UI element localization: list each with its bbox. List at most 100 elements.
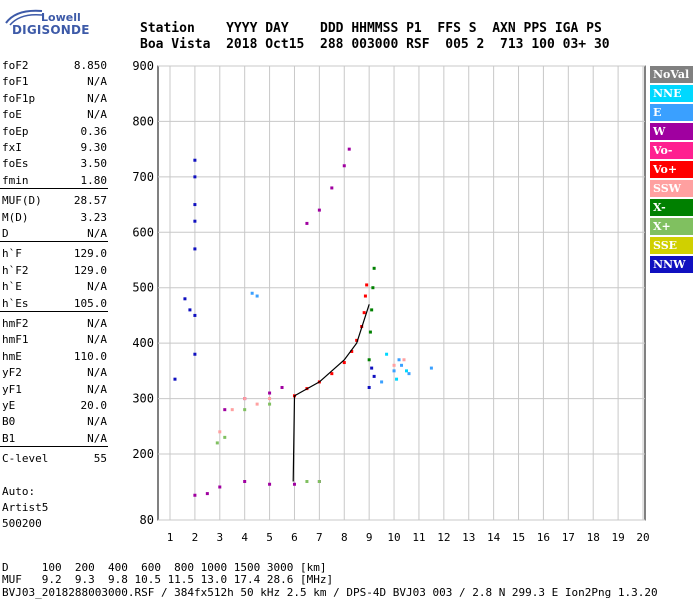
trace-line bbox=[292, 304, 370, 482]
param-d: D N/A bbox=[2, 227, 107, 241]
footer-file-info: BVJ03_2018288003000.RSF / 384fx512h 50 k… bbox=[2, 586, 658, 599]
data-point-vo bbox=[342, 361, 346, 365]
param-value: N/A bbox=[87, 366, 107, 380]
x-tick-label: 4 bbox=[241, 531, 248, 544]
param-name: foF2 bbox=[2, 59, 29, 72]
data-point-nnw bbox=[173, 377, 177, 381]
data-point-w bbox=[317, 208, 321, 212]
data-point-ssw bbox=[230, 408, 234, 412]
y-tick-label: 80 bbox=[140, 513, 154, 527]
param-value: 0.36 bbox=[80, 124, 108, 138]
data-point-nnw bbox=[193, 158, 197, 162]
footer-muf: MUF 9.2 9.3 9.8 10.5 11.5 13.0 17.4 28.6… bbox=[2, 573, 334, 586]
legend-item-sse: SSE bbox=[650, 237, 693, 254]
data-point-w bbox=[330, 186, 334, 190]
data-point-x bbox=[215, 441, 219, 445]
footer-distance: D 100 200 400 600 800 1000 1500 3000 [km… bbox=[2, 561, 327, 574]
param-foes: foEs 3.50 bbox=[2, 157, 107, 171]
param-hf2: h`F2 129.0 bbox=[2, 264, 107, 278]
data-point-w bbox=[347, 147, 351, 151]
data-point-e bbox=[255, 294, 259, 298]
param-name: fmin bbox=[2, 173, 29, 187]
data-point-ssw bbox=[402, 358, 406, 362]
param-md: M(D) 3.23 bbox=[2, 211, 107, 225]
legend-item-vo: Vo- bbox=[650, 142, 693, 159]
param-fxi: fxI 9.30 bbox=[2, 141, 107, 155]
y-tick-label: 200 bbox=[132, 447, 154, 461]
x-tick-label: 11 bbox=[412, 531, 425, 544]
param-value: 55 bbox=[93, 452, 107, 466]
data-point-w bbox=[280, 385, 284, 389]
param-value: 20.0 bbox=[80, 399, 108, 412]
data-point-nne bbox=[405, 369, 408, 373]
x-tick-label: 7 bbox=[316, 531, 323, 544]
x-tick-label: 20 bbox=[636, 531, 649, 544]
data-point-vo bbox=[350, 349, 354, 353]
param-mufd: MUF(D) 28.57 bbox=[2, 194, 107, 208]
param-he: h`E N/A bbox=[2, 280, 107, 294]
data-point-x bbox=[371, 286, 375, 290]
data-point-ssw bbox=[268, 397, 272, 401]
x-tick-label: 16 bbox=[537, 531, 550, 544]
data-point-x bbox=[268, 402, 272, 406]
y-tick-label: 500 bbox=[132, 281, 154, 295]
param-value: N/A bbox=[87, 382, 107, 396]
data-point-e bbox=[392, 369, 396, 373]
param-name: foEs bbox=[2, 157, 29, 171]
param-value: 105.0 bbox=[73, 296, 107, 310]
param-value: N/A bbox=[87, 317, 107, 330]
param-separator bbox=[0, 188, 108, 190]
param-foep: foEp 0.36 bbox=[2, 125, 107, 139]
legend-item-w: W bbox=[650, 123, 693, 140]
data-point-nnw bbox=[367, 385, 371, 389]
data-point-x bbox=[372, 266, 376, 270]
data-point-vo bbox=[363, 294, 367, 298]
param-separator bbox=[0, 446, 108, 448]
x-tick-label: 13 bbox=[462, 531, 475, 544]
param-value: 3.23 bbox=[80, 210, 108, 224]
param-hme: hmE 110.0 bbox=[2, 350, 107, 364]
param-value: N/A bbox=[87, 333, 107, 347]
header-line-2: Boa Vista 2018 Oct15 288 003000 RSF 005 … bbox=[140, 37, 610, 52]
data-point-nne bbox=[385, 352, 389, 356]
param-name: yE bbox=[2, 399, 16, 412]
param-value: 28.57 bbox=[73, 194, 107, 208]
auto-label: Auto: bbox=[2, 485, 36, 498]
param-name: yF2 bbox=[2, 366, 22, 380]
x-tick-label: 8 bbox=[341, 531, 348, 544]
x-tick-label: 6 bbox=[291, 531, 298, 544]
param-name: foF1p bbox=[2, 91, 36, 105]
data-point-vo bbox=[355, 338, 359, 342]
x-tick-label: 19 bbox=[611, 531, 624, 544]
param-separator bbox=[0, 241, 108, 243]
param-value: 129.0 bbox=[73, 263, 107, 277]
param-name: h`F bbox=[2, 247, 22, 261]
x-tick-label: 14 bbox=[487, 531, 501, 544]
data-point-ssw bbox=[392, 363, 396, 367]
data-point-w bbox=[342, 164, 346, 168]
data-point-w bbox=[223, 408, 227, 412]
param-fof1p: foF1p N/A bbox=[2, 92, 107, 106]
plot-frame bbox=[157, 65, 646, 521]
param-hmf2: hmF2 N/A bbox=[2, 317, 107, 331]
param-value: 1.80 bbox=[80, 173, 108, 187]
param-name: h`F2 bbox=[2, 263, 29, 277]
data-point-nnw bbox=[193, 175, 197, 179]
y-tick-label: 300 bbox=[132, 392, 154, 406]
param-name: B0 bbox=[2, 415, 16, 429]
data-point-w bbox=[218, 485, 222, 489]
data-point-ssw bbox=[255, 402, 259, 406]
data-point-ssw bbox=[218, 430, 222, 434]
data-point-nnw bbox=[193, 313, 197, 317]
param-b1: B1 N/A bbox=[2, 432, 107, 446]
x-tick-label: 17 bbox=[562, 531, 575, 544]
ionogram-plot: 1 2 3 4 5 6 7 8 9 10 11 12 13 14 15 16 17 18 19 20802003004… bbox=[132, 59, 649, 544]
logo-lowell: Lowell bbox=[41, 11, 81, 24]
param-value: 129.0 bbox=[73, 247, 107, 261]
legend-item-vo: Vo+ bbox=[650, 161, 693, 178]
y-tick-label: 400 bbox=[132, 336, 154, 350]
y-tick-label: 700 bbox=[132, 170, 154, 184]
data-point-nnw bbox=[193, 203, 197, 207]
legend-item-nne: NNE bbox=[650, 85, 693, 102]
param-fof2: foF2 8.850 bbox=[2, 59, 107, 73]
